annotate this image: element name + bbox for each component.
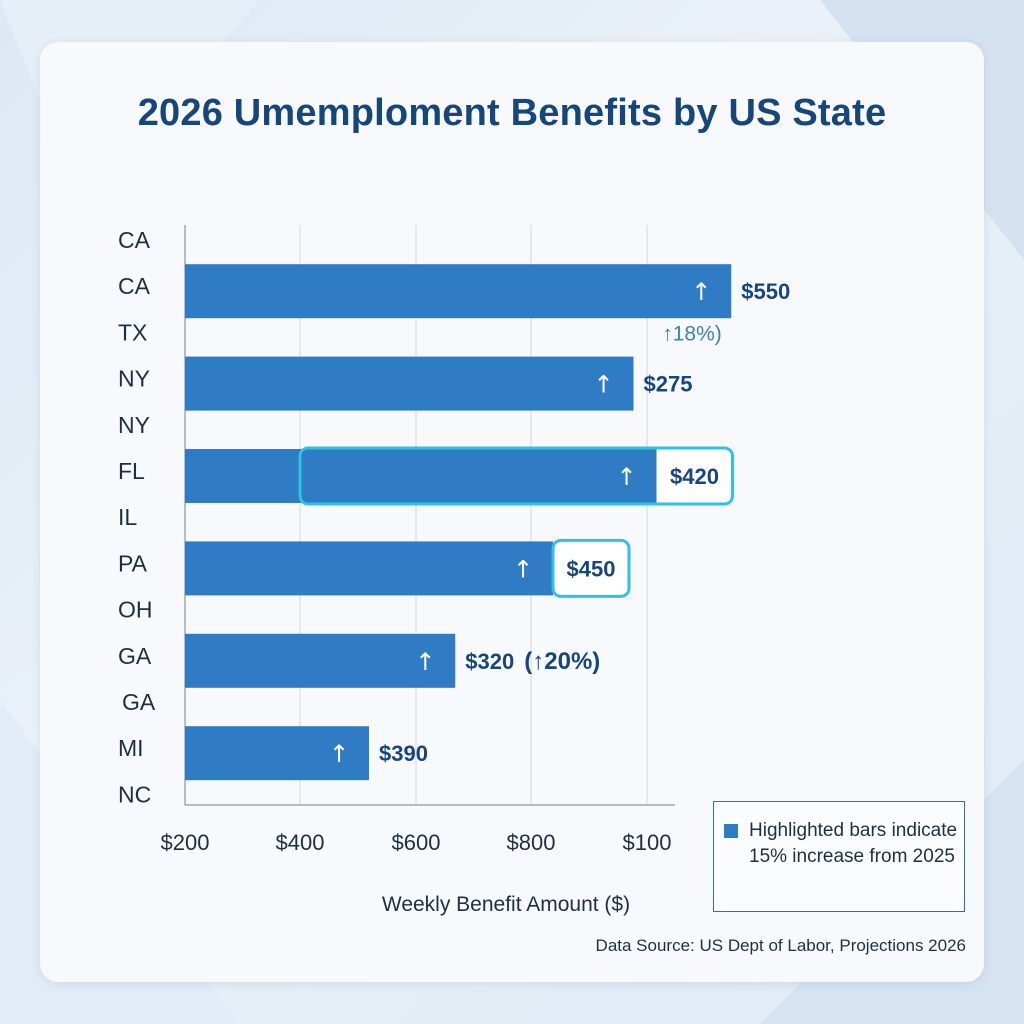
arrow-up-icon: ↑: [415, 648, 435, 676]
y-tick-label: MI: [118, 735, 144, 761]
chart-title: 2026 Umemploment Benefits by US State: [137, 92, 887, 134]
arrow-up-icon: ↑: [691, 278, 711, 306]
y-tick-label: OH: [118, 597, 153, 623]
bar: [185, 264, 732, 319]
x-tick-label: $200: [161, 830, 210, 855]
y-tick-label: NY: [118, 366, 150, 392]
bar: [185, 726, 369, 781]
highlight-label-bg: [656, 451, 731, 501]
bar: [185, 356, 634, 411]
arrow-up-icon: ↑: [329, 740, 349, 768]
bar-annotation: (↑20%): [524, 648, 600, 675]
x-tick-label: $600: [392, 830, 441, 855]
x-axis-title: Weekly Benefit Amount ($): [382, 893, 630, 916]
y-tick-label: CA: [118, 227, 151, 253]
bar-value-label: $390: [379, 741, 428, 766]
y-tick-label: NC: [118, 781, 151, 807]
y-tick-label: GA: [122, 689, 156, 715]
bar-value-label: $320: [465, 649, 514, 674]
bar-value-label: $420: [670, 464, 719, 489]
x-tick-label: $800: [507, 830, 556, 855]
bar-value-label: $450: [567, 556, 616, 581]
x-tick-label: $400: [276, 830, 325, 855]
data-source: Data Source: US Dept of Labor, Projectio…: [595, 936, 966, 955]
arrow-up-icon: ↑: [593, 371, 613, 399]
bar-value-label: $275: [644, 372, 693, 397]
bar-annotation: ↑18%): [662, 322, 722, 345]
legend-swatch: [724, 824, 738, 838]
bar: [185, 541, 553, 596]
legend-text: Highlighted bars indicate 15% increase f…: [749, 820, 958, 867]
highlight-outline: [551, 538, 631, 598]
arrow-up-icon: ↑: [616, 463, 636, 491]
x-tick-label: $100: [623, 830, 672, 855]
bar-value-label: $550: [741, 279, 790, 304]
bar: [185, 633, 456, 688]
y-tick-label: GA: [118, 643, 152, 669]
y-tick-label: IL: [118, 504, 137, 530]
y-tick-label: FL: [118, 458, 145, 484]
y-tick-label: TX: [118, 319, 147, 345]
y-tick-label: NY: [118, 412, 150, 438]
legend: Highlighted bars indicate 15% increase f…: [713, 801, 965, 912]
highlight-outline: [298, 446, 734, 506]
y-tick-label: CA: [118, 273, 151, 299]
arrow-up-icon: ↑: [513, 555, 533, 583]
bar: [185, 449, 657, 503]
highlight-label-bg: [553, 543, 627, 594]
y-tick-label: PA: [118, 550, 148, 576]
